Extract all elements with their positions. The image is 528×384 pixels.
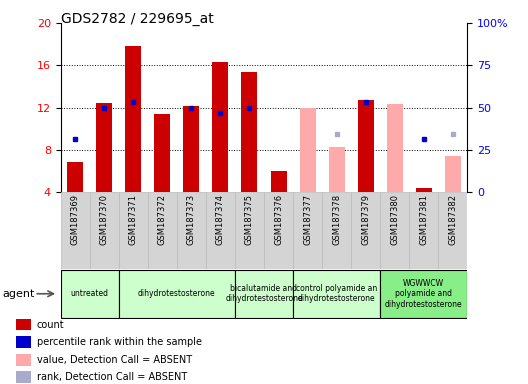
Bar	[445, 156, 461, 192]
Text: GSM187382: GSM187382	[448, 194, 457, 245]
Bar	[409, 192, 438, 269]
Bar	[148, 192, 177, 269]
Bar	[119, 192, 148, 269]
Bar	[183, 106, 200, 192]
Text: bicalutamide and
dihydrotestosterone: bicalutamide and dihydrotestosterone	[225, 284, 303, 303]
Text: GSM187371: GSM187371	[129, 194, 138, 245]
Bar	[357, 100, 374, 192]
Bar	[322, 192, 351, 269]
Text: GSM187376: GSM187376	[274, 194, 283, 245]
Bar	[293, 192, 322, 269]
Bar	[212, 62, 229, 192]
Text: GSM187377: GSM187377	[303, 194, 312, 245]
Bar	[90, 192, 119, 269]
Text: GSM187372: GSM187372	[158, 194, 167, 245]
Text: GSM187373: GSM187373	[187, 194, 196, 245]
Bar	[438, 192, 467, 269]
Bar	[96, 103, 112, 192]
Text: control polyamide an
dihydrotestosterone: control polyamide an dihydrotestosterone	[296, 284, 377, 303]
Text: GSM187370: GSM187370	[100, 194, 109, 245]
Text: dihydrotestosterone: dihydrotestosterone	[138, 289, 216, 298]
Bar	[264, 192, 293, 269]
Text: GSM187379: GSM187379	[361, 194, 370, 245]
Text: GSM187374: GSM187374	[216, 194, 225, 245]
Bar	[380, 270, 467, 318]
Bar	[293, 270, 380, 318]
Bar	[125, 46, 142, 192]
Text: untreated: untreated	[71, 289, 109, 298]
Bar	[328, 147, 345, 192]
Text: GSM187378: GSM187378	[332, 194, 341, 245]
Bar	[416, 188, 432, 192]
Text: agent: agent	[3, 289, 35, 299]
Text: GDS2782 / 229695_at: GDS2782 / 229695_at	[61, 12, 213, 25]
Text: count: count	[36, 319, 64, 329]
Text: value, Detection Call = ABSENT: value, Detection Call = ABSENT	[36, 355, 192, 365]
Bar	[61, 192, 90, 269]
Bar	[16, 319, 32, 331]
Bar	[351, 192, 380, 269]
Bar	[270, 171, 287, 192]
Bar	[299, 108, 316, 192]
Text: GSM187380: GSM187380	[390, 194, 399, 245]
Bar	[235, 192, 264, 269]
Bar	[241, 71, 258, 192]
Bar	[235, 270, 293, 318]
Text: GSM187381: GSM187381	[419, 194, 428, 245]
Bar	[386, 104, 403, 192]
Text: percentile rank within the sample: percentile rank within the sample	[36, 337, 202, 347]
Bar	[177, 192, 206, 269]
Text: rank, Detection Call = ABSENT: rank, Detection Call = ABSENT	[36, 372, 187, 382]
Bar	[16, 336, 32, 348]
Text: GSM187375: GSM187375	[245, 194, 254, 245]
Bar	[119, 270, 235, 318]
Bar	[16, 371, 32, 383]
Bar	[380, 192, 409, 269]
Bar	[154, 114, 171, 192]
Bar	[16, 354, 32, 366]
Text: WGWWCW
polyamide and
dihydrotestosterone: WGWWCW polyamide and dihydrotestosterone	[385, 279, 463, 309]
Text: GSM187369: GSM187369	[71, 194, 80, 245]
Bar	[61, 270, 119, 318]
Bar	[67, 162, 83, 192]
Bar	[206, 192, 235, 269]
